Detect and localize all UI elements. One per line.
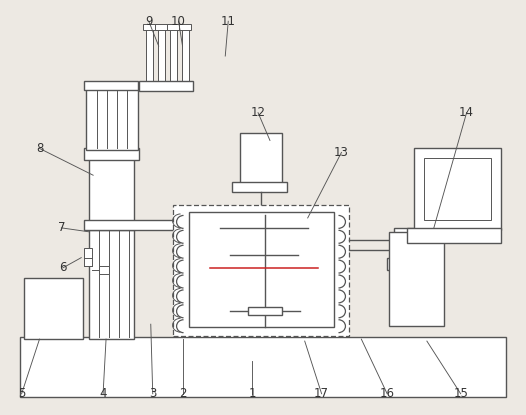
Bar — [139, 81, 194, 91]
Bar — [84, 81, 138, 90]
Text: 2: 2 — [179, 387, 186, 400]
Bar — [248, 308, 282, 315]
Bar — [158, 29, 165, 83]
Bar — [394, 228, 416, 258]
Bar — [99, 266, 109, 273]
Bar — [178, 24, 191, 30]
Text: 10: 10 — [171, 15, 186, 28]
Text: 16: 16 — [380, 387, 394, 400]
Bar — [146, 29, 153, 83]
Text: 8: 8 — [36, 142, 43, 155]
Text: 3: 3 — [149, 387, 156, 400]
Text: 7: 7 — [58, 221, 65, 234]
Text: 15: 15 — [453, 387, 468, 400]
Text: 17: 17 — [314, 387, 329, 400]
Bar — [389, 232, 444, 326]
Bar — [84, 220, 293, 230]
Text: 12: 12 — [250, 106, 266, 119]
Text: 5: 5 — [18, 387, 25, 400]
Bar — [387, 258, 422, 270]
Text: 9: 9 — [145, 15, 153, 28]
Bar — [84, 248, 92, 266]
Bar — [167, 24, 179, 30]
Bar — [173, 205, 349, 336]
Bar — [240, 132, 282, 184]
Bar — [169, 29, 177, 83]
Bar — [24, 278, 83, 339]
Text: 11: 11 — [221, 15, 236, 28]
Bar — [424, 159, 491, 220]
Bar — [155, 24, 168, 30]
Bar — [188, 212, 333, 327]
Text: 13: 13 — [334, 146, 349, 159]
Bar — [414, 149, 501, 230]
Text: 4: 4 — [99, 387, 107, 400]
Bar — [407, 228, 501, 243]
Text: 6: 6 — [59, 261, 67, 274]
Bar — [143, 24, 156, 30]
Text: 14: 14 — [459, 106, 474, 119]
Bar — [181, 29, 188, 83]
Bar — [89, 159, 134, 339]
Bar — [19, 337, 507, 397]
Bar — [232, 182, 287, 192]
Bar — [84, 149, 139, 160]
Text: 1: 1 — [248, 387, 256, 400]
Bar — [86, 89, 138, 150]
